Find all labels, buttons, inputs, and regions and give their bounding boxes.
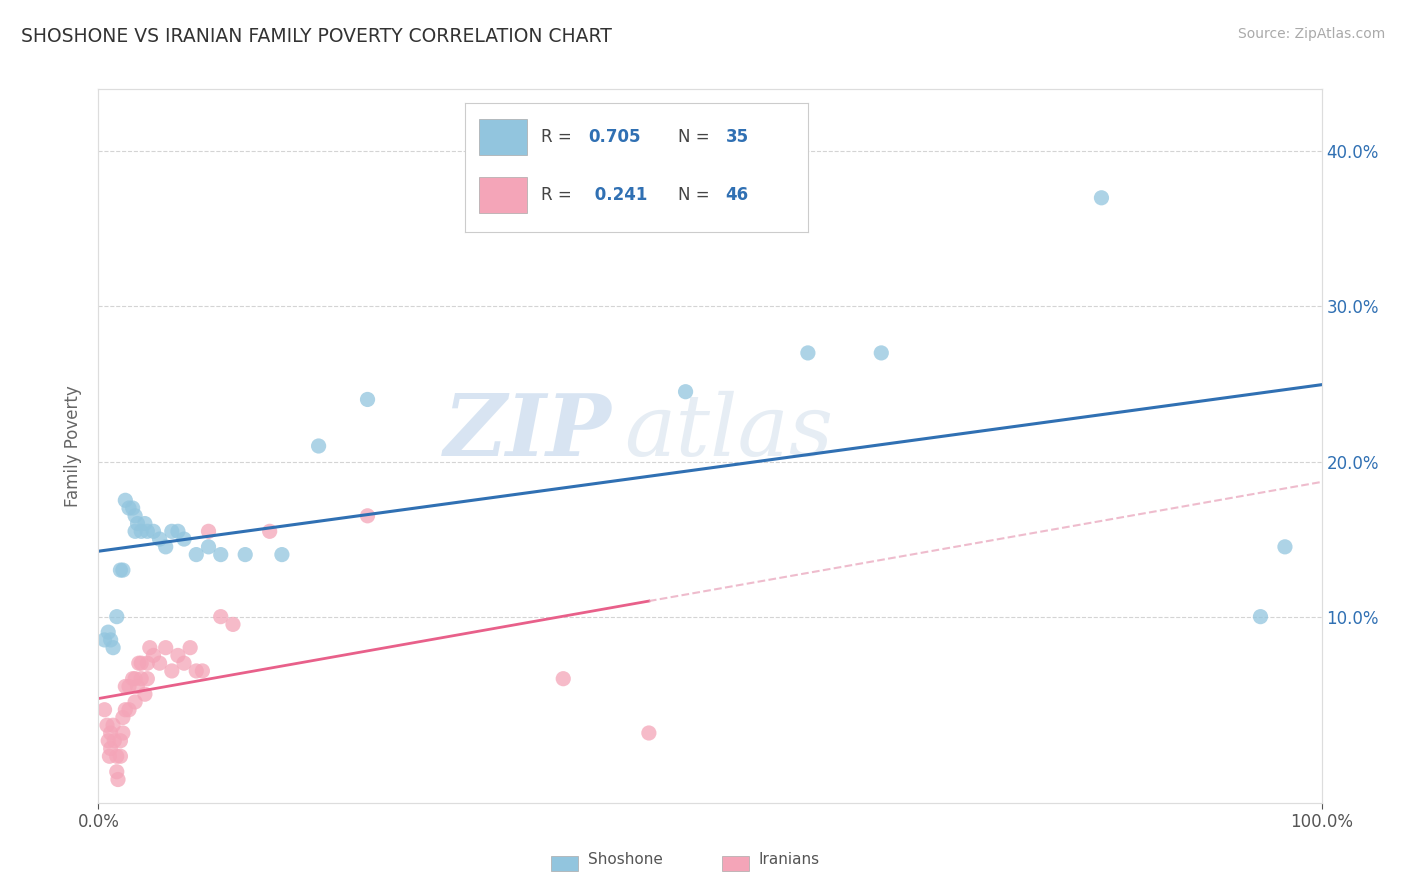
Point: [93, 632, 115, 647]
Point: [103, 733, 125, 747]
Point: [1249, 609, 1271, 624]
Point: [93, 703, 115, 717]
Point: [209, 548, 232, 562]
Point: [160, 664, 183, 678]
Point: [197, 540, 219, 554]
Point: [105, 609, 128, 624]
Point: [1274, 540, 1296, 554]
Point: [118, 703, 141, 717]
Text: SHOSHONE VS IRANIAN FAMILY POVERTY CORRELATION CHART: SHOSHONE VS IRANIAN FAMILY POVERTY CORRE…: [21, 27, 612, 45]
Point: [114, 493, 136, 508]
Text: Iranians: Iranians: [759, 853, 820, 867]
Point: [191, 664, 214, 678]
Point: [110, 733, 132, 747]
Point: [186, 664, 208, 678]
Point: [110, 563, 132, 577]
Text: Shoshone: Shoshone: [588, 853, 662, 867]
Point: [356, 508, 378, 523]
Point: [270, 548, 294, 562]
Point: [127, 516, 149, 531]
Point: [259, 524, 281, 539]
Point: [127, 680, 149, 694]
Point: [124, 524, 146, 539]
Bar: [551, 855, 578, 871]
Y-axis label: Family Poverty: Family Poverty: [65, 385, 83, 507]
Point: [209, 609, 232, 624]
Point: [100, 632, 122, 647]
Point: [134, 516, 156, 531]
Point: [101, 718, 124, 732]
Point: [136, 672, 159, 686]
Point: [553, 672, 575, 686]
Point: [173, 656, 195, 670]
Text: ZIP: ZIP: [444, 390, 612, 474]
Point: [129, 656, 152, 670]
Point: [136, 524, 159, 539]
Point: [160, 524, 183, 539]
Point: [101, 640, 124, 655]
Point: [179, 640, 201, 655]
Point: [129, 524, 152, 539]
Point: [128, 656, 150, 670]
Text: Source: ZipAtlas.com: Source: ZipAtlas.com: [1237, 27, 1385, 41]
Point: [111, 710, 134, 724]
Point: [149, 656, 172, 670]
Point: [155, 540, 177, 554]
Point: [167, 648, 190, 663]
Point: [97, 733, 120, 747]
Point: [149, 532, 172, 546]
Point: [111, 726, 134, 740]
Point: [98, 749, 121, 764]
Point: [139, 640, 162, 655]
Point: [155, 640, 177, 655]
Point: [638, 726, 661, 740]
Point: [105, 764, 128, 779]
Point: [222, 617, 245, 632]
Point: [233, 548, 256, 562]
Point: [173, 532, 195, 546]
Point: [118, 680, 141, 694]
Point: [675, 384, 697, 399]
Point: [100, 741, 122, 756]
Point: [96, 718, 118, 732]
Point: [1090, 191, 1112, 205]
Point: [121, 672, 143, 686]
Point: [167, 524, 190, 539]
Point: [114, 680, 136, 694]
Point: [124, 508, 146, 523]
Point: [134, 687, 156, 701]
Point: [121, 501, 143, 516]
Point: [111, 563, 134, 577]
Point: [129, 672, 152, 686]
Point: [124, 672, 146, 686]
Point: [308, 439, 330, 453]
Point: [142, 524, 165, 539]
Point: [97, 625, 120, 640]
Point: [186, 548, 208, 562]
Point: [114, 703, 136, 717]
Point: [797, 346, 820, 360]
Text: atlas: atlas: [624, 391, 834, 473]
Point: [100, 726, 122, 740]
Point: [118, 501, 141, 516]
Point: [356, 392, 378, 407]
Point: [197, 524, 219, 539]
Bar: [723, 855, 749, 871]
Point: [107, 772, 129, 787]
Point: [870, 346, 893, 360]
Point: [105, 749, 128, 764]
Point: [110, 749, 132, 764]
Point: [142, 648, 165, 663]
Point: [124, 695, 146, 709]
Point: [136, 656, 159, 670]
